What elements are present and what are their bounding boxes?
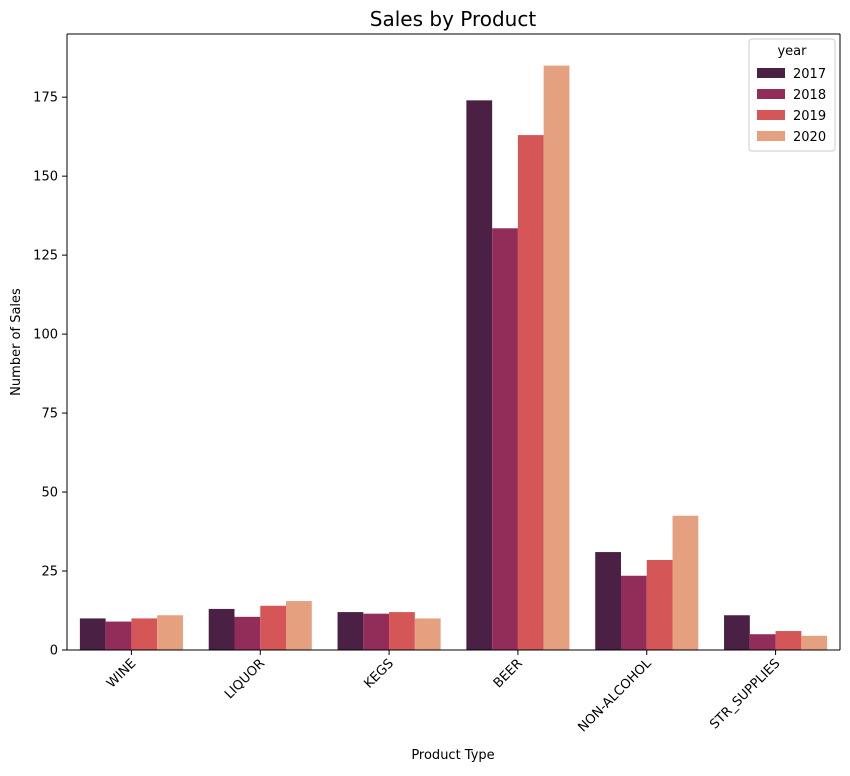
x-axis-label: Product Type xyxy=(411,748,494,763)
y-axis-label: Number of Sales xyxy=(9,288,24,396)
bar-str_supplies-2019 xyxy=(775,631,802,650)
y-tick-label: 150 xyxy=(33,170,58,185)
bar-non-alcohol-2018 xyxy=(620,575,647,650)
bar-str_supplies-2020 xyxy=(801,635,828,650)
x-tick-label: LIQUOR xyxy=(222,656,268,702)
chart-title: Sales by Product xyxy=(370,7,537,31)
bar-liquor-2017 xyxy=(208,608,235,650)
bar-wine-2020 xyxy=(157,615,183,650)
bar-non-alcohol-2020 xyxy=(672,515,699,650)
bar-beer-2020 xyxy=(543,65,570,651)
bar-kegs-2019 xyxy=(389,612,415,650)
legend-box xyxy=(748,38,836,152)
bar-liquor-2018 xyxy=(234,616,261,650)
x-tick-label: NON-ALCOHOL xyxy=(576,656,656,736)
bar-beer-2019 xyxy=(517,135,544,651)
bar-wine-2019 xyxy=(131,618,158,650)
legend-label-2020: 2020 xyxy=(793,130,826,145)
legend-swatch-2018 xyxy=(757,89,785,99)
y-tick-label: 100 xyxy=(33,328,58,343)
bar-kegs-2017 xyxy=(337,612,364,650)
x-tick-label: WINE xyxy=(104,656,139,691)
bar-non-alcohol-2019 xyxy=(646,559,673,650)
legend-swatch-2019 xyxy=(757,110,785,120)
x-tick-label: BEER xyxy=(491,656,526,691)
bar-beer-2018 xyxy=(492,228,518,650)
y-tick-label: 175 xyxy=(33,91,58,106)
bar-str_supplies-2018 xyxy=(749,634,776,650)
legend-swatch-2020 xyxy=(757,131,785,141)
y-tick-label: 0 xyxy=(50,644,58,659)
y-tick-label: 125 xyxy=(33,249,58,264)
legend-swatch-2017 xyxy=(757,68,785,78)
bar-wine-2017 xyxy=(79,618,106,650)
bar-liquor-2020 xyxy=(286,601,312,650)
x-tick-label: STR_SUPPLIES xyxy=(707,656,783,732)
y-tick-label: 50 xyxy=(41,486,58,501)
bar-kegs-2020 xyxy=(414,618,441,650)
legend-label-2017: 2017 xyxy=(793,67,826,82)
bar-str_supplies-2017 xyxy=(724,615,750,650)
legend-title: year xyxy=(777,44,807,59)
y-tick-label: 25 xyxy=(41,565,58,580)
x-tick-label: KEGS xyxy=(362,656,397,691)
bar-wine-2018 xyxy=(105,621,132,650)
legend: year 2017 2018 2019 2020 xyxy=(748,38,836,152)
bar-liquor-2019 xyxy=(260,605,287,650)
legend-label-2019: 2019 xyxy=(793,109,826,124)
bar-beer-2017 xyxy=(466,100,493,651)
bar-kegs-2018 xyxy=(363,613,390,650)
bar-non-alcohol-2017 xyxy=(595,552,621,650)
y-tick-label: 75 xyxy=(41,407,58,422)
plot-area: 0 25 50 75 100 125 150 175 WINE LIQUOR KEGS BEER NON… xyxy=(33,33,841,736)
legend-label-2018: 2018 xyxy=(793,88,826,103)
